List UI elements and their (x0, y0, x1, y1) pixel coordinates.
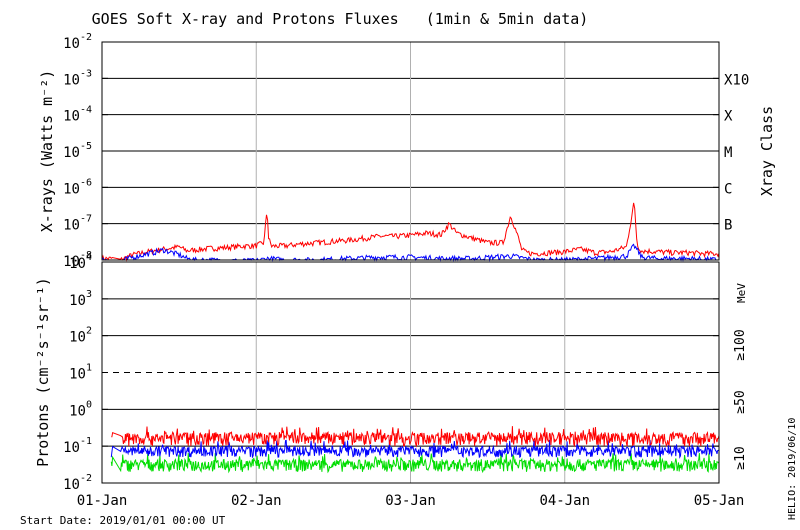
xray-class-labels: B C M X X10 (724, 72, 749, 233)
proton-y-tick-label: 102 (69, 326, 92, 346)
proton-y-tick-label: 101 (69, 363, 92, 383)
chart-title: GOES Soft X-ray and Protons Fluxes (1min… (92, 10, 589, 28)
start-date-label: Start Date: 2019/01/01 00:00 UT (20, 514, 226, 527)
xray-y-tick-label: 10-3 (63, 68, 92, 88)
proton-y-tick-label: 100 (69, 399, 92, 419)
proton-series-line-0 (110, 452, 720, 474)
xray-y-tick-label: 10-5 (63, 141, 92, 161)
xray-y-tick-label: 10-4 (63, 105, 92, 125)
xray-class-axis-label: Xray Class (758, 106, 776, 196)
xray-y-tick-label: 10-6 (63, 177, 92, 197)
xray-panel: 10-8 10-7 10-6 10-5 10-4 10-3 10-2 B C M X X10 X-r… (38, 32, 776, 270)
xray-y-tick-label: 10-8 (63, 250, 92, 270)
proton-series-line-1 (110, 439, 719, 459)
helio-stamp: HELIO: 2019/06/10 (787, 418, 798, 520)
xray-y-tick-label: 10-7 (63, 214, 92, 234)
proton-y-axis-label: Protons (cm⁻²s⁻¹sr⁻¹) (34, 277, 52, 467)
proton-y-tick-label: 104 (69, 252, 92, 272)
xray-y-tick-label: 10-2 (63, 32, 92, 52)
xray-class-label: X (724, 109, 733, 125)
x-tick-label: 02-Jan (231, 493, 282, 509)
x-tick-label: 04-Jan (539, 493, 590, 509)
x-tick-label: 01-Jan (77, 493, 128, 509)
proton-legend-entry: ≥50 (733, 390, 748, 413)
xray-class-label: M (724, 145, 732, 161)
proton-y-tick-label: 10-1 (63, 436, 92, 456)
proton-series-line-2 (111, 426, 720, 448)
proton-y-tick-label: 103 (69, 289, 92, 309)
proton-series (110, 426, 720, 474)
xray-grid (102, 42, 719, 260)
proton-energy-unit: MeV (735, 283, 748, 303)
xray-y-axis-label: X-rays (Watts m⁻²) (38, 70, 56, 233)
proton-legend: ≥100 ≥50 ≥10 (733, 329, 748, 469)
xray-class-label: X10 (724, 72, 749, 88)
proton-legend-entry: ≥100 (733, 329, 748, 360)
xray-y-ticks: 10-8 10-7 10-6 10-5 10-4 10-3 10-2 (63, 32, 719, 270)
proton-legend-entry: ≥10 (733, 446, 748, 469)
x-axis-ticks: 01-Jan 02-Jan 03-Jan 04-Jan 05-Jan (77, 493, 745, 509)
xray-class-label: B (724, 218, 732, 234)
proton-y-tick-label: 10-2 (63, 473, 92, 493)
x-tick-label: 05-Jan (694, 493, 745, 509)
xray-class-label: C (724, 181, 732, 197)
xray-series-line-0 (101, 202, 720, 262)
x-tick-label: 03-Jan (385, 493, 436, 509)
proton-panel: 10-2 10-1 100 101 102 103 104 ≥100 ≥50 ≥10 Proto… (34, 252, 748, 493)
proton-y-ticks: 10-2 10-1 100 101 102 103 104 (63, 252, 719, 493)
proton-grid (102, 262, 719, 483)
